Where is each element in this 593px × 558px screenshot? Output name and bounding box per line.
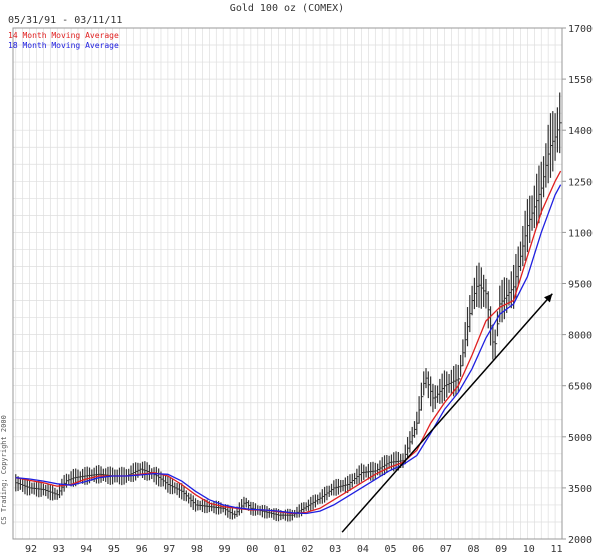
x-tick-label: 00	[246, 544, 258, 555]
trend-arrow-shaft	[341, 293, 553, 533]
y-tick-label: 3500	[568, 484, 592, 495]
x-tick-label: 11	[550, 544, 562, 555]
chart-title: Gold 100 oz (COMEX)	[230, 3, 344, 14]
y-tick-label: 14000	[568, 126, 593, 137]
x-axis-tick-labels: 92 93 94 95 96 97 98 99 00 01 02 03 04 05 06 07 08 09 10 11	[25, 544, 563, 555]
x-tick-label: 07	[440, 544, 452, 555]
y-axis-tick-labels: 2000 3500 5000 6500 8000 9500 11000 12500 14000 1…	[562, 24, 593, 546]
x-tick-label: 08	[467, 544, 479, 555]
18-month-moving-average-line	[15, 184, 562, 515]
y-tick-label: 12500	[568, 177, 593, 188]
legend-18-month-ma: 18 Month Moving Average	[8, 41, 119, 50]
x-tick-label: 09	[495, 544, 507, 555]
trend-arrow-head	[544, 293, 553, 303]
y-tick-label: 5000	[568, 433, 592, 444]
date-range-label: 05/31/91 - 03/11/11	[8, 15, 122, 26]
y-tick-label: 15500	[568, 75, 593, 86]
y-tick-label: 11000	[568, 228, 593, 239]
x-tick-label: 94	[80, 544, 92, 555]
x-tick-label: 97	[163, 544, 175, 555]
x-tick-label: 03	[329, 544, 341, 555]
x-tick-label: 92	[25, 544, 37, 555]
price-bars	[15, 92, 562, 522]
chart-grid	[13, 28, 562, 539]
x-tick-label: 04	[357, 544, 369, 555]
y-tick-label: 6500	[568, 382, 592, 393]
x-tick-label: 06	[412, 544, 424, 555]
x-tick-label: 93	[53, 544, 65, 555]
x-tick-label: 05	[385, 544, 397, 555]
y-tick-label: 17000	[568, 24, 593, 35]
trend-arrow	[341, 293, 553, 533]
x-tick-label: 95	[108, 544, 120, 555]
legend-14-month-ma: 14 Month Moving Average	[8, 31, 119, 40]
x-tick-label: 10	[523, 544, 535, 555]
y-tick-label: 9500	[568, 280, 592, 291]
copyright-watermark: CS Trading; Copyright 2000	[0, 415, 8, 525]
x-tick-label: 99	[219, 544, 231, 555]
y-tick-label: 2000	[568, 535, 592, 546]
y-tick-label: 8000	[568, 331, 592, 342]
x-tick-label: 01	[274, 544, 286, 555]
x-tick-label: 96	[136, 544, 148, 555]
x-tick-label: 02	[302, 544, 314, 555]
x-tick-label: 98	[191, 544, 203, 555]
moving-average-lines	[15, 170, 562, 515]
